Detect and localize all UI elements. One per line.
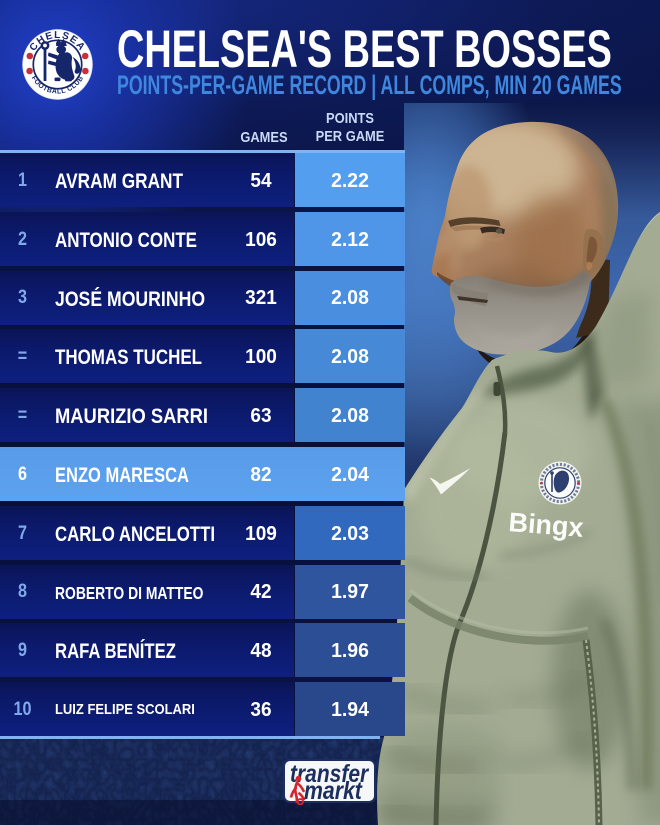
svg-text:Bingx: Bingx bbox=[508, 507, 585, 543]
